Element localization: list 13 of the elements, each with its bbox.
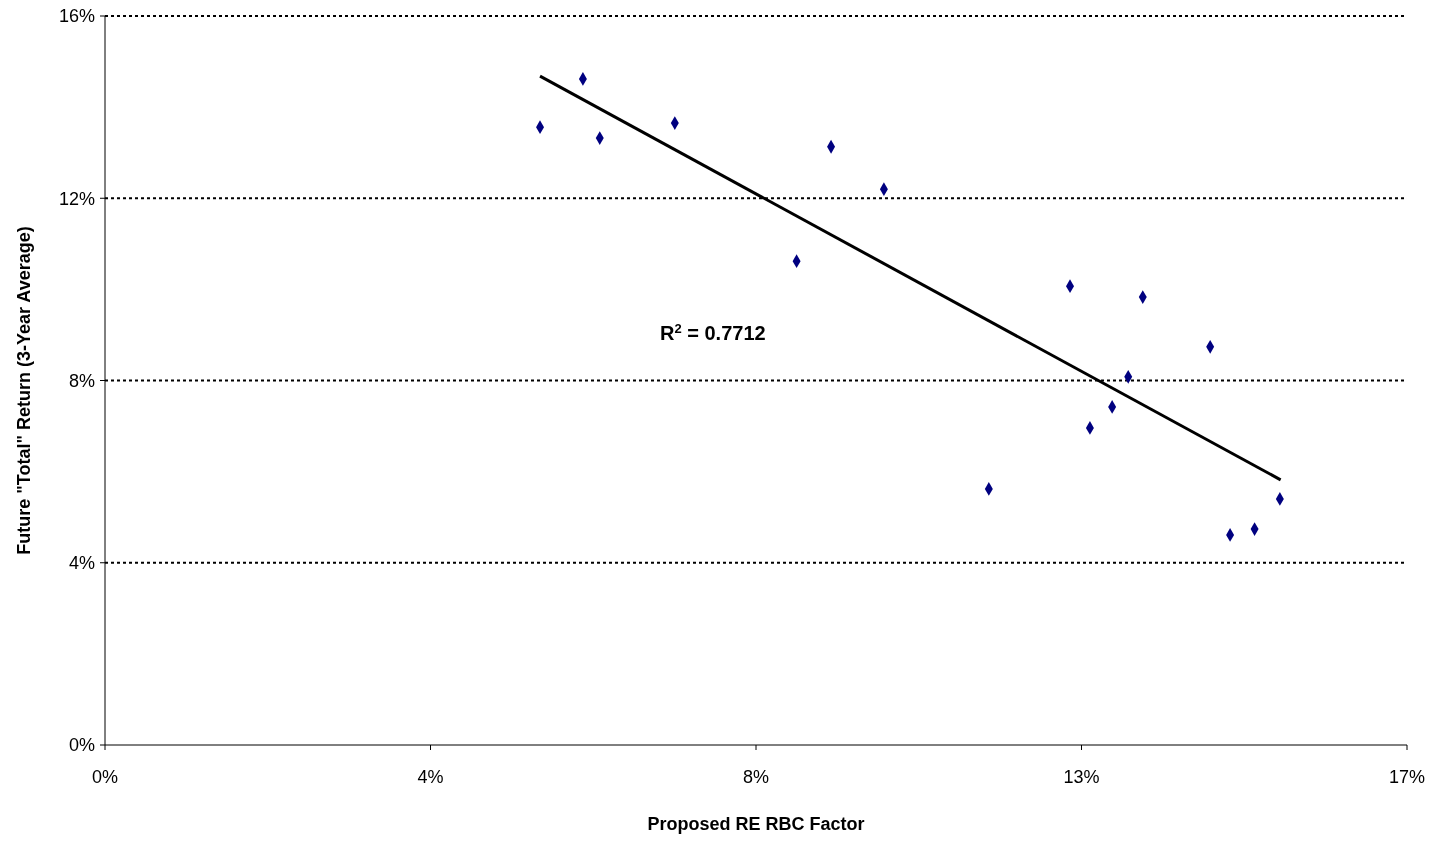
y-tick-label: 12% [58,188,95,209]
x-tick-label: 4% [417,767,444,787]
x-tick-label: 0% [91,767,119,787]
x-tick-label: 8% [742,767,770,787]
annotation: R$^{2}$ = 0.7712 [660,320,766,344]
y-tick-label: 8% [68,370,95,391]
x-axis-title: Proposed RE RBC Factor [647,814,865,834]
x-tick-label: 13% [1063,767,1100,787]
y-axis-title: Future "Total" Return (3-Year Average) [14,226,34,555]
x-tick-label: 17% [1388,767,1426,787]
y-tick-label: 16% [58,6,95,27]
y-tick-label: 4% [68,553,95,574]
y-tick-label: 0% [68,735,95,756]
